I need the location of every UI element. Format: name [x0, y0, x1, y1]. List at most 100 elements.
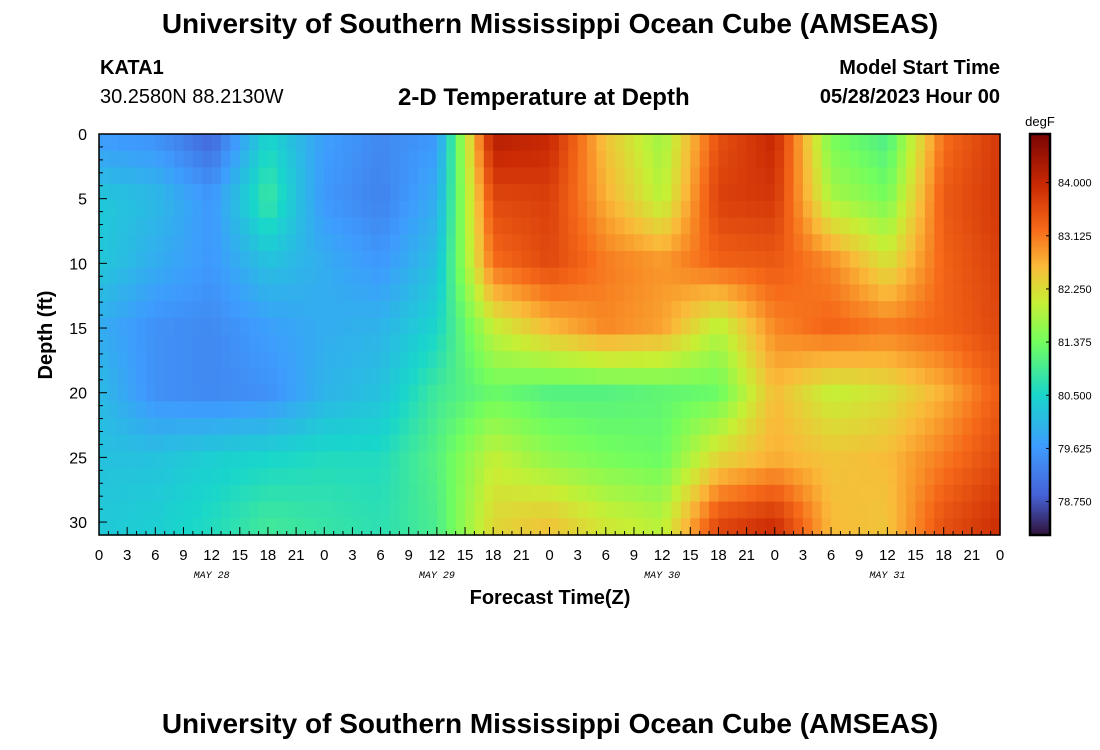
heatmap-cell — [164, 434, 175, 453]
heatmap-cell — [643, 284, 654, 302]
heatmap-cell — [868, 250, 879, 269]
heatmap-cell — [887, 200, 898, 219]
heatmap-cell — [493, 267, 504, 285]
heatmap-cell — [774, 418, 785, 436]
heatmap-cell — [915, 250, 926, 269]
heatmap-cell — [568, 351, 579, 369]
heatmap-cell — [765, 501, 776, 519]
heatmap-cell — [596, 484, 607, 503]
heatmap-cell — [155, 434, 166, 453]
heatmap-cell — [755, 234, 766, 252]
heatmap-cell — [680, 317, 691, 336]
heatmap-cell — [127, 434, 138, 453]
heatmap-cell — [774, 434, 785, 453]
heatmap-cell — [615, 418, 626, 436]
heatmap-cell — [202, 451, 213, 469]
heatmap-cell — [314, 451, 325, 469]
heatmap-cell — [361, 468, 372, 486]
heatmap-cell — [774, 284, 785, 302]
heatmap-cell — [493, 384, 504, 402]
heatmap-cell — [755, 167, 766, 185]
heatmap-cell — [249, 518, 260, 536]
heatmap-cell — [230, 418, 241, 436]
heatmap-cell — [671, 451, 682, 469]
heatmap-cell — [802, 334, 813, 352]
heatmap-cell — [662, 134, 673, 152]
heatmap-cell — [136, 468, 147, 486]
heatmap-cell — [371, 250, 382, 269]
heatmap-cell — [699, 484, 710, 503]
heatmap-cell — [211, 468, 222, 486]
heatmap-cell — [258, 384, 269, 402]
heatmap-cell — [793, 167, 804, 185]
heatmap-cell — [267, 484, 278, 503]
heatmap-cell — [239, 267, 250, 285]
heatmap-cell — [296, 367, 307, 386]
heatmap-cell — [221, 451, 231, 469]
heatmap-cell — [164, 351, 175, 369]
heatmap-cell — [343, 401, 354, 419]
heatmap-cell — [117, 484, 128, 503]
heatmap-cell — [962, 267, 973, 285]
heatmap-cell — [408, 184, 419, 202]
heatmap-cell — [709, 317, 720, 336]
heatmap-cell — [380, 367, 391, 386]
heatmap-cell — [915, 200, 926, 219]
heatmap-cell — [483, 301, 494, 319]
heatmap-cell — [324, 184, 335, 202]
heatmap-cell — [840, 518, 851, 536]
heatmap-cell — [568, 301, 579, 319]
y-tick-label: 15 — [69, 321, 87, 338]
heatmap-cell — [953, 200, 964, 219]
heatmap-cell — [953, 267, 964, 285]
heatmap-cell — [699, 284, 710, 302]
heatmap-cell — [127, 250, 138, 269]
heatmap-cell — [896, 501, 907, 519]
heatmap-cell — [727, 401, 738, 419]
heatmap-cell — [793, 267, 804, 285]
heatmap-cell — [174, 401, 185, 419]
heatmap-cell — [868, 150, 879, 169]
heatmap-cell — [465, 267, 476, 285]
heatmap-cell — [887, 434, 898, 453]
heatmap-cell — [211, 267, 222, 285]
heatmap-cell — [183, 451, 194, 469]
heatmap-cell — [108, 401, 119, 419]
heatmap-cell — [127, 384, 138, 402]
heatmap-cell — [521, 267, 532, 285]
heatmap-cell — [502, 351, 513, 369]
heatmap-cell — [990, 250, 1001, 269]
heatmap-cell — [474, 468, 485, 486]
heatmap-cell — [202, 250, 213, 269]
heatmap-cell — [671, 351, 682, 369]
heatmap-cell — [511, 518, 522, 536]
y-tick-label: 25 — [69, 450, 87, 467]
heatmap-cell — [755, 134, 766, 152]
heatmap-cell — [267, 217, 278, 235]
heatmap-cell — [399, 334, 410, 352]
heatmap-cell — [164, 217, 175, 235]
heatmap-cell — [877, 250, 888, 269]
heatmap-cell — [455, 317, 466, 336]
heatmap-cell — [230, 351, 241, 369]
heatmap-cell — [690, 301, 701, 319]
heatmap-cell — [699, 200, 710, 219]
heatmap-cell — [474, 267, 485, 285]
heatmap-cell — [784, 217, 795, 235]
heatmap-cell — [446, 434, 457, 453]
heatmap-cell — [793, 134, 804, 152]
heatmap-cell — [633, 167, 644, 185]
heatmap-cell — [530, 468, 541, 486]
heatmap-cell — [258, 317, 269, 336]
heatmap-cell — [192, 484, 203, 503]
heatmap-cell — [699, 434, 710, 453]
heatmap-cell — [145, 317, 156, 336]
heatmap-cell — [840, 217, 851, 235]
heatmap-cell — [568, 217, 579, 235]
heatmap-cell — [155, 184, 166, 202]
heatmap-cell — [849, 518, 860, 536]
heatmap-cell — [934, 367, 945, 386]
heatmap-cell — [99, 301, 109, 319]
heatmap-cell — [211, 317, 222, 336]
heatmap-cell — [267, 468, 278, 486]
